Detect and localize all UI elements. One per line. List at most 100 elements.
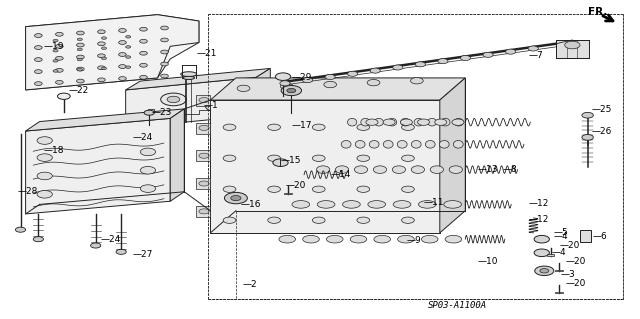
Circle shape <box>212 103 225 109</box>
Circle shape <box>161 62 168 66</box>
Circle shape <box>161 38 168 42</box>
Circle shape <box>205 100 231 112</box>
Text: —20: —20 <box>566 257 586 266</box>
Ellipse shape <box>401 118 410 126</box>
Text: —2: —2 <box>243 280 257 289</box>
Circle shape <box>101 57 106 60</box>
Text: —27: —27 <box>132 250 153 259</box>
Circle shape <box>438 59 448 64</box>
Circle shape <box>56 56 63 60</box>
Circle shape <box>77 31 84 35</box>
Ellipse shape <box>279 235 296 243</box>
Circle shape <box>77 69 83 71</box>
Text: —4: —4 <box>553 233 568 241</box>
Text: —4: —4 <box>551 248 566 257</box>
Circle shape <box>161 93 186 106</box>
Ellipse shape <box>449 166 463 174</box>
Circle shape <box>582 112 593 118</box>
Circle shape <box>199 181 209 186</box>
Ellipse shape <box>454 118 463 126</box>
Circle shape <box>101 37 106 39</box>
Ellipse shape <box>419 201 436 208</box>
Text: —19: —19 <box>44 42 64 51</box>
Circle shape <box>370 68 380 73</box>
Text: —5: —5 <box>553 228 568 237</box>
Polygon shape <box>26 15 157 90</box>
Circle shape <box>56 44 63 48</box>
Circle shape <box>53 70 58 72</box>
Ellipse shape <box>348 118 357 126</box>
Circle shape <box>140 148 156 156</box>
Ellipse shape <box>374 118 383 126</box>
Circle shape <box>303 78 312 83</box>
Text: —28: —28 <box>18 187 38 196</box>
Circle shape <box>98 54 105 58</box>
Circle shape <box>118 41 126 44</box>
Ellipse shape <box>180 72 196 77</box>
Ellipse shape <box>387 118 397 126</box>
Ellipse shape <box>368 201 385 208</box>
Bar <box>196 206 211 217</box>
Circle shape <box>268 124 280 130</box>
Circle shape <box>268 186 280 192</box>
Bar <box>196 95 211 106</box>
Circle shape <box>506 49 516 54</box>
Text: —24: —24 <box>100 235 121 244</box>
Ellipse shape <box>417 119 429 125</box>
Ellipse shape <box>383 119 395 125</box>
Circle shape <box>37 172 52 180</box>
Ellipse shape <box>317 201 335 208</box>
Ellipse shape <box>430 166 444 174</box>
Circle shape <box>483 52 493 57</box>
Circle shape <box>140 27 147 31</box>
Bar <box>555 292 563 293</box>
Circle shape <box>534 235 549 243</box>
Circle shape <box>56 80 63 84</box>
Circle shape <box>58 93 70 100</box>
Text: —1: —1 <box>204 101 219 110</box>
Ellipse shape <box>326 235 343 243</box>
Circle shape <box>325 74 335 79</box>
Circle shape <box>199 98 209 103</box>
Polygon shape <box>26 109 184 131</box>
Ellipse shape <box>397 235 414 243</box>
Circle shape <box>312 186 325 192</box>
Text: —12: —12 <box>529 199 549 208</box>
Ellipse shape <box>392 166 406 174</box>
Circle shape <box>312 124 325 130</box>
Circle shape <box>357 124 370 130</box>
Circle shape <box>118 53 126 56</box>
Circle shape <box>357 217 370 223</box>
Ellipse shape <box>453 141 463 148</box>
Text: —3: —3 <box>561 271 575 279</box>
Circle shape <box>125 66 131 69</box>
Circle shape <box>53 49 58 52</box>
Circle shape <box>161 74 168 78</box>
Bar <box>196 150 211 161</box>
Circle shape <box>101 47 106 49</box>
Polygon shape <box>125 69 270 90</box>
Bar <box>556 40 589 58</box>
Circle shape <box>98 30 105 33</box>
Circle shape <box>37 190 52 198</box>
Circle shape <box>140 63 147 67</box>
Ellipse shape <box>444 201 461 208</box>
Circle shape <box>144 110 154 115</box>
Circle shape <box>91 243 100 248</box>
Ellipse shape <box>303 235 319 243</box>
Text: —6: —6 <box>593 233 607 241</box>
Polygon shape <box>170 109 184 201</box>
Ellipse shape <box>383 141 393 148</box>
Circle shape <box>275 73 291 80</box>
Circle shape <box>98 66 105 70</box>
Text: —20: —20 <box>559 241 580 250</box>
Text: —17: —17 <box>292 121 312 130</box>
Ellipse shape <box>412 141 421 148</box>
Ellipse shape <box>183 76 195 79</box>
Circle shape <box>35 70 42 73</box>
Ellipse shape <box>373 166 387 174</box>
Circle shape <box>415 62 426 67</box>
Ellipse shape <box>341 141 351 148</box>
Circle shape <box>280 83 293 90</box>
Text: —13: —13 <box>478 165 499 174</box>
